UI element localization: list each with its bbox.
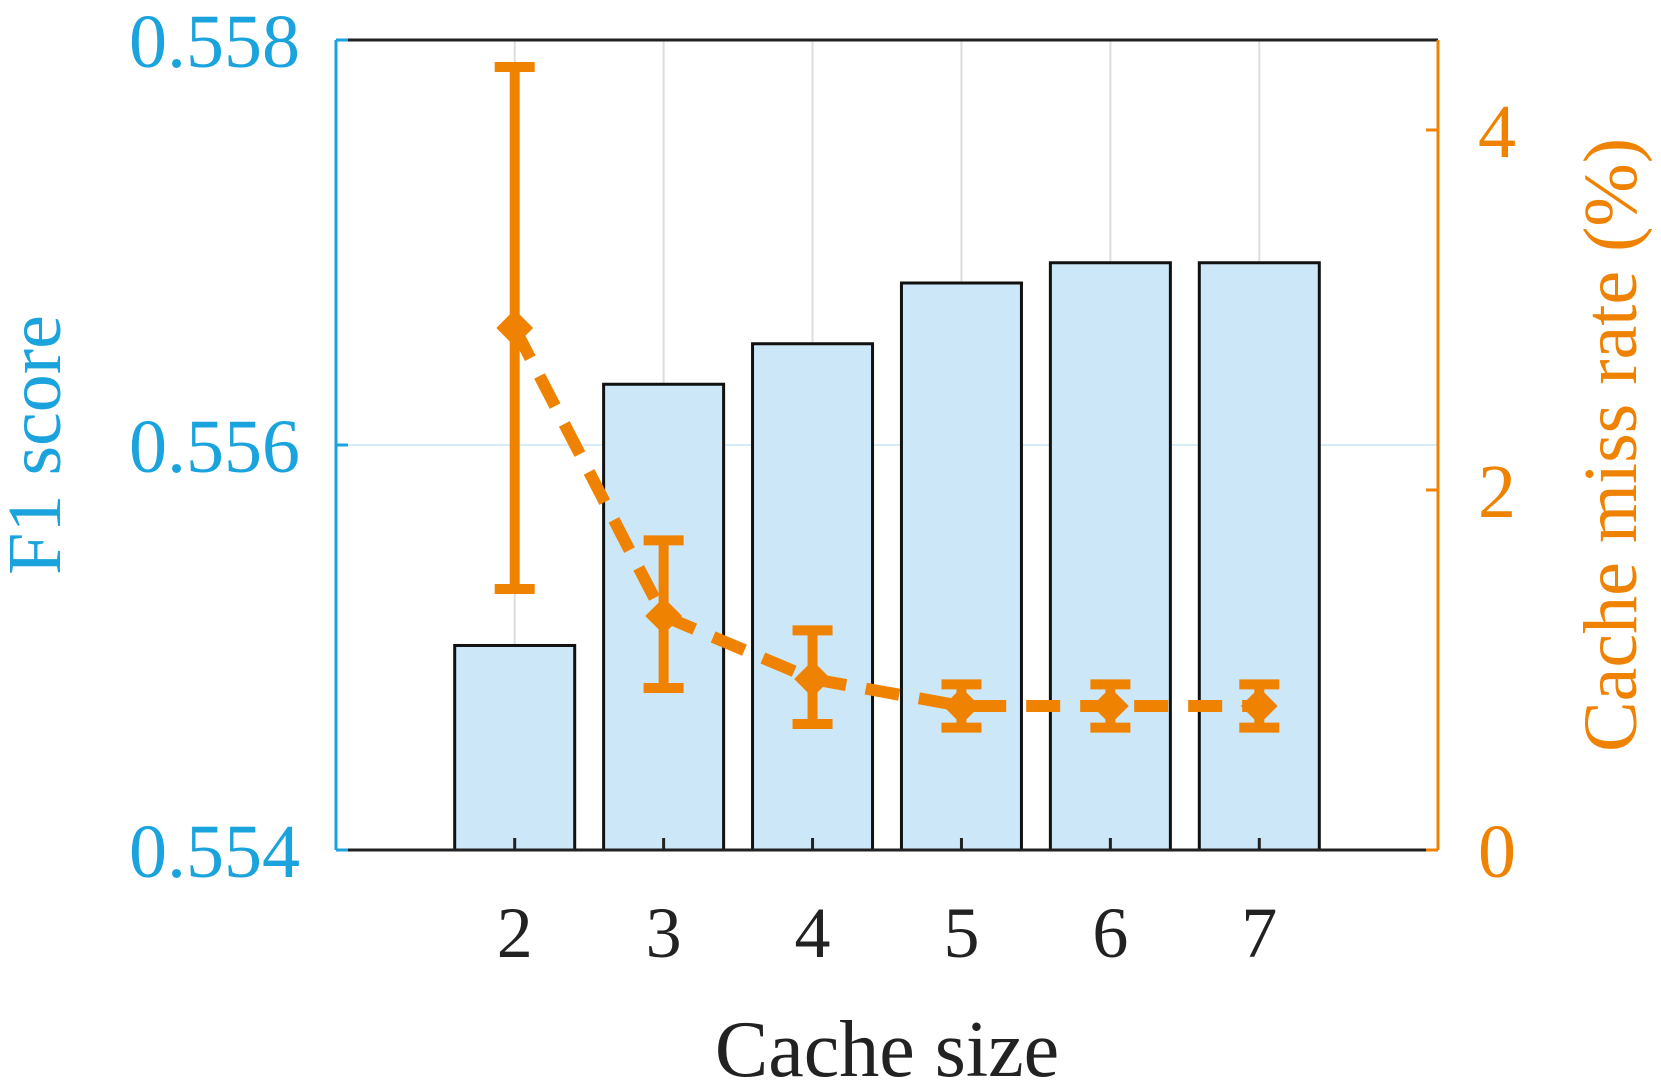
f1-bar <box>453 643 577 852</box>
x-tick-label: 2 <box>497 893 533 973</box>
right-axis-label: Cache miss rate (%) <box>1569 138 1653 752</box>
left-axis-label: F1 score <box>0 315 77 575</box>
f1-bar <box>899 281 1023 852</box>
x-axis-label: Cache size <box>715 1006 1059 1092</box>
x-tick-label: 7 <box>1241 893 1277 973</box>
x-tick-label: 5 <box>943 893 979 973</box>
f1-bar <box>1197 261 1321 852</box>
miss-rate-marker <box>1240 687 1278 725</box>
axes-layer <box>334 38 1440 852</box>
miss-rate-line <box>509 325 1260 712</box>
miss-rate-marker <box>943 687 980 725</box>
x-tick-label: 6 <box>1092 893 1128 973</box>
right-tick-label: 2 <box>1478 450 1516 534</box>
f1-bar <box>751 342 875 852</box>
miss-rate-marker <box>496 309 534 347</box>
right-tick-label: 4 <box>1478 90 1516 174</box>
f1-bar <box>1048 261 1172 852</box>
x-tick-label: 3 <box>646 893 682 973</box>
left-tick-label: 0.554 <box>129 810 300 894</box>
left-tick-label: 0.556 <box>129 405 300 489</box>
miss-rate-marker <box>645 597 683 635</box>
bars-layer <box>453 261 1321 852</box>
miss-rate-series <box>494 62 1280 733</box>
miss-rate-marker <box>794 660 831 698</box>
miss-rate-marker <box>1091 687 1129 725</box>
x-tick-label: 4 <box>795 893 831 973</box>
left-tick-label: 0.558 <box>129 0 300 84</box>
right-tick-label: 0 <box>1478 810 1516 894</box>
